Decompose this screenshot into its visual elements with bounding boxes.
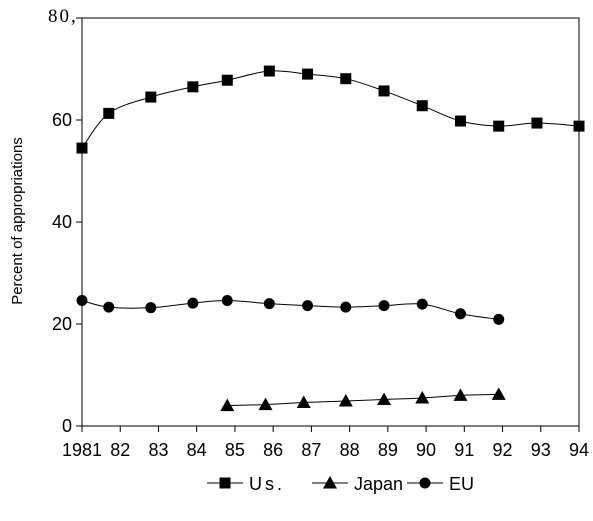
x-tick-label: 85 bbox=[225, 440, 245, 460]
legend-label-us: Us. bbox=[249, 474, 285, 494]
x-tick-label: 1981 bbox=[62, 440, 102, 460]
data-point-eu bbox=[103, 301, 115, 313]
series-eu bbox=[76, 295, 505, 325]
data-point-japan bbox=[415, 390, 430, 404]
x-tick-label: 91 bbox=[454, 440, 474, 460]
x-tick-label: 90 bbox=[416, 440, 436, 460]
x-tick-label: 89 bbox=[378, 440, 398, 460]
legend-item-japan: Japan bbox=[312, 474, 403, 494]
x-tick-label: 93 bbox=[531, 440, 551, 460]
data-point-eu bbox=[378, 300, 390, 312]
data-point-us bbox=[493, 120, 505, 132]
y-tick-label: 40 bbox=[52, 212, 72, 232]
data-point-us bbox=[302, 68, 314, 80]
x-tick-label: 92 bbox=[493, 440, 513, 460]
data-point-eu bbox=[263, 298, 275, 310]
y-axis-label: Percent of appropriations bbox=[9, 137, 26, 305]
legend-label-japan: Japan bbox=[354, 474, 403, 494]
data-point-japan bbox=[338, 394, 353, 407]
y-axis-top-label: 80, bbox=[48, 6, 78, 27]
data-point-eu bbox=[221, 295, 233, 307]
series-us bbox=[76, 65, 585, 154]
data-point-us bbox=[531, 117, 543, 129]
data-point-japan bbox=[258, 397, 273, 411]
x-tick-label: 88 bbox=[340, 440, 360, 460]
x-tick-label: 87 bbox=[301, 440, 321, 460]
x-tick-label: 94 bbox=[569, 440, 589, 460]
data-point-eu bbox=[187, 297, 199, 309]
legend-marker-japan bbox=[323, 476, 337, 489]
x-tick-label: 82 bbox=[110, 440, 130, 460]
legend-item-eu: EU bbox=[407, 474, 474, 494]
data-point-us bbox=[416, 100, 428, 112]
data-point-us bbox=[76, 142, 88, 154]
data-point-us bbox=[263, 65, 275, 77]
data-point-us bbox=[187, 81, 199, 93]
series-line-eu bbox=[81, 300, 499, 320]
y-tick-label: 60 bbox=[52, 110, 72, 130]
legend: Us. Japan EU bbox=[207, 474, 474, 494]
series-line-us bbox=[81, 70, 580, 149]
data-point-eu bbox=[76, 295, 88, 307]
data-point-eu bbox=[454, 308, 466, 320]
data-point-us bbox=[103, 107, 115, 119]
plot-area-frame bbox=[81, 17, 580, 427]
data-point-us bbox=[454, 115, 466, 127]
legend-marker-eu bbox=[419, 477, 431, 489]
x-tick-label: 83 bbox=[148, 440, 168, 460]
data-point-eu bbox=[302, 300, 314, 312]
data-point-japan bbox=[296, 395, 311, 409]
data-point-japan bbox=[220, 398, 235, 412]
data-point-eu bbox=[416, 298, 428, 310]
data-point-us bbox=[378, 85, 390, 97]
data-point-us bbox=[145, 91, 157, 103]
x-tick-label: 84 bbox=[187, 440, 207, 460]
data-point-us bbox=[573, 120, 585, 132]
data-point-eu bbox=[145, 302, 157, 314]
axes: 0 20 40 60 1981 82 83 84 85 86 87 88 89 90 91 92 93 94 bbox=[52, 17, 589, 460]
series-layer bbox=[76, 65, 585, 412]
y-tick-label: 20 bbox=[52, 314, 72, 334]
data-point-japan bbox=[453, 388, 468, 401]
data-point-japan bbox=[491, 387, 506, 400]
data-point-eu bbox=[493, 313, 505, 325]
legend-label-eu: EU bbox=[449, 474, 474, 494]
y-tick-label: 0 bbox=[62, 416, 72, 436]
data-point-us bbox=[340, 73, 352, 85]
data-point-japan bbox=[377, 392, 392, 405]
legend-marker-us bbox=[219, 477, 231, 489]
data-point-eu bbox=[340, 301, 352, 313]
data-point-us bbox=[221, 74, 233, 86]
series-japan bbox=[220, 387, 506, 412]
legend-item-us: Us. bbox=[207, 474, 285, 494]
x-tick-label: 86 bbox=[263, 440, 283, 460]
